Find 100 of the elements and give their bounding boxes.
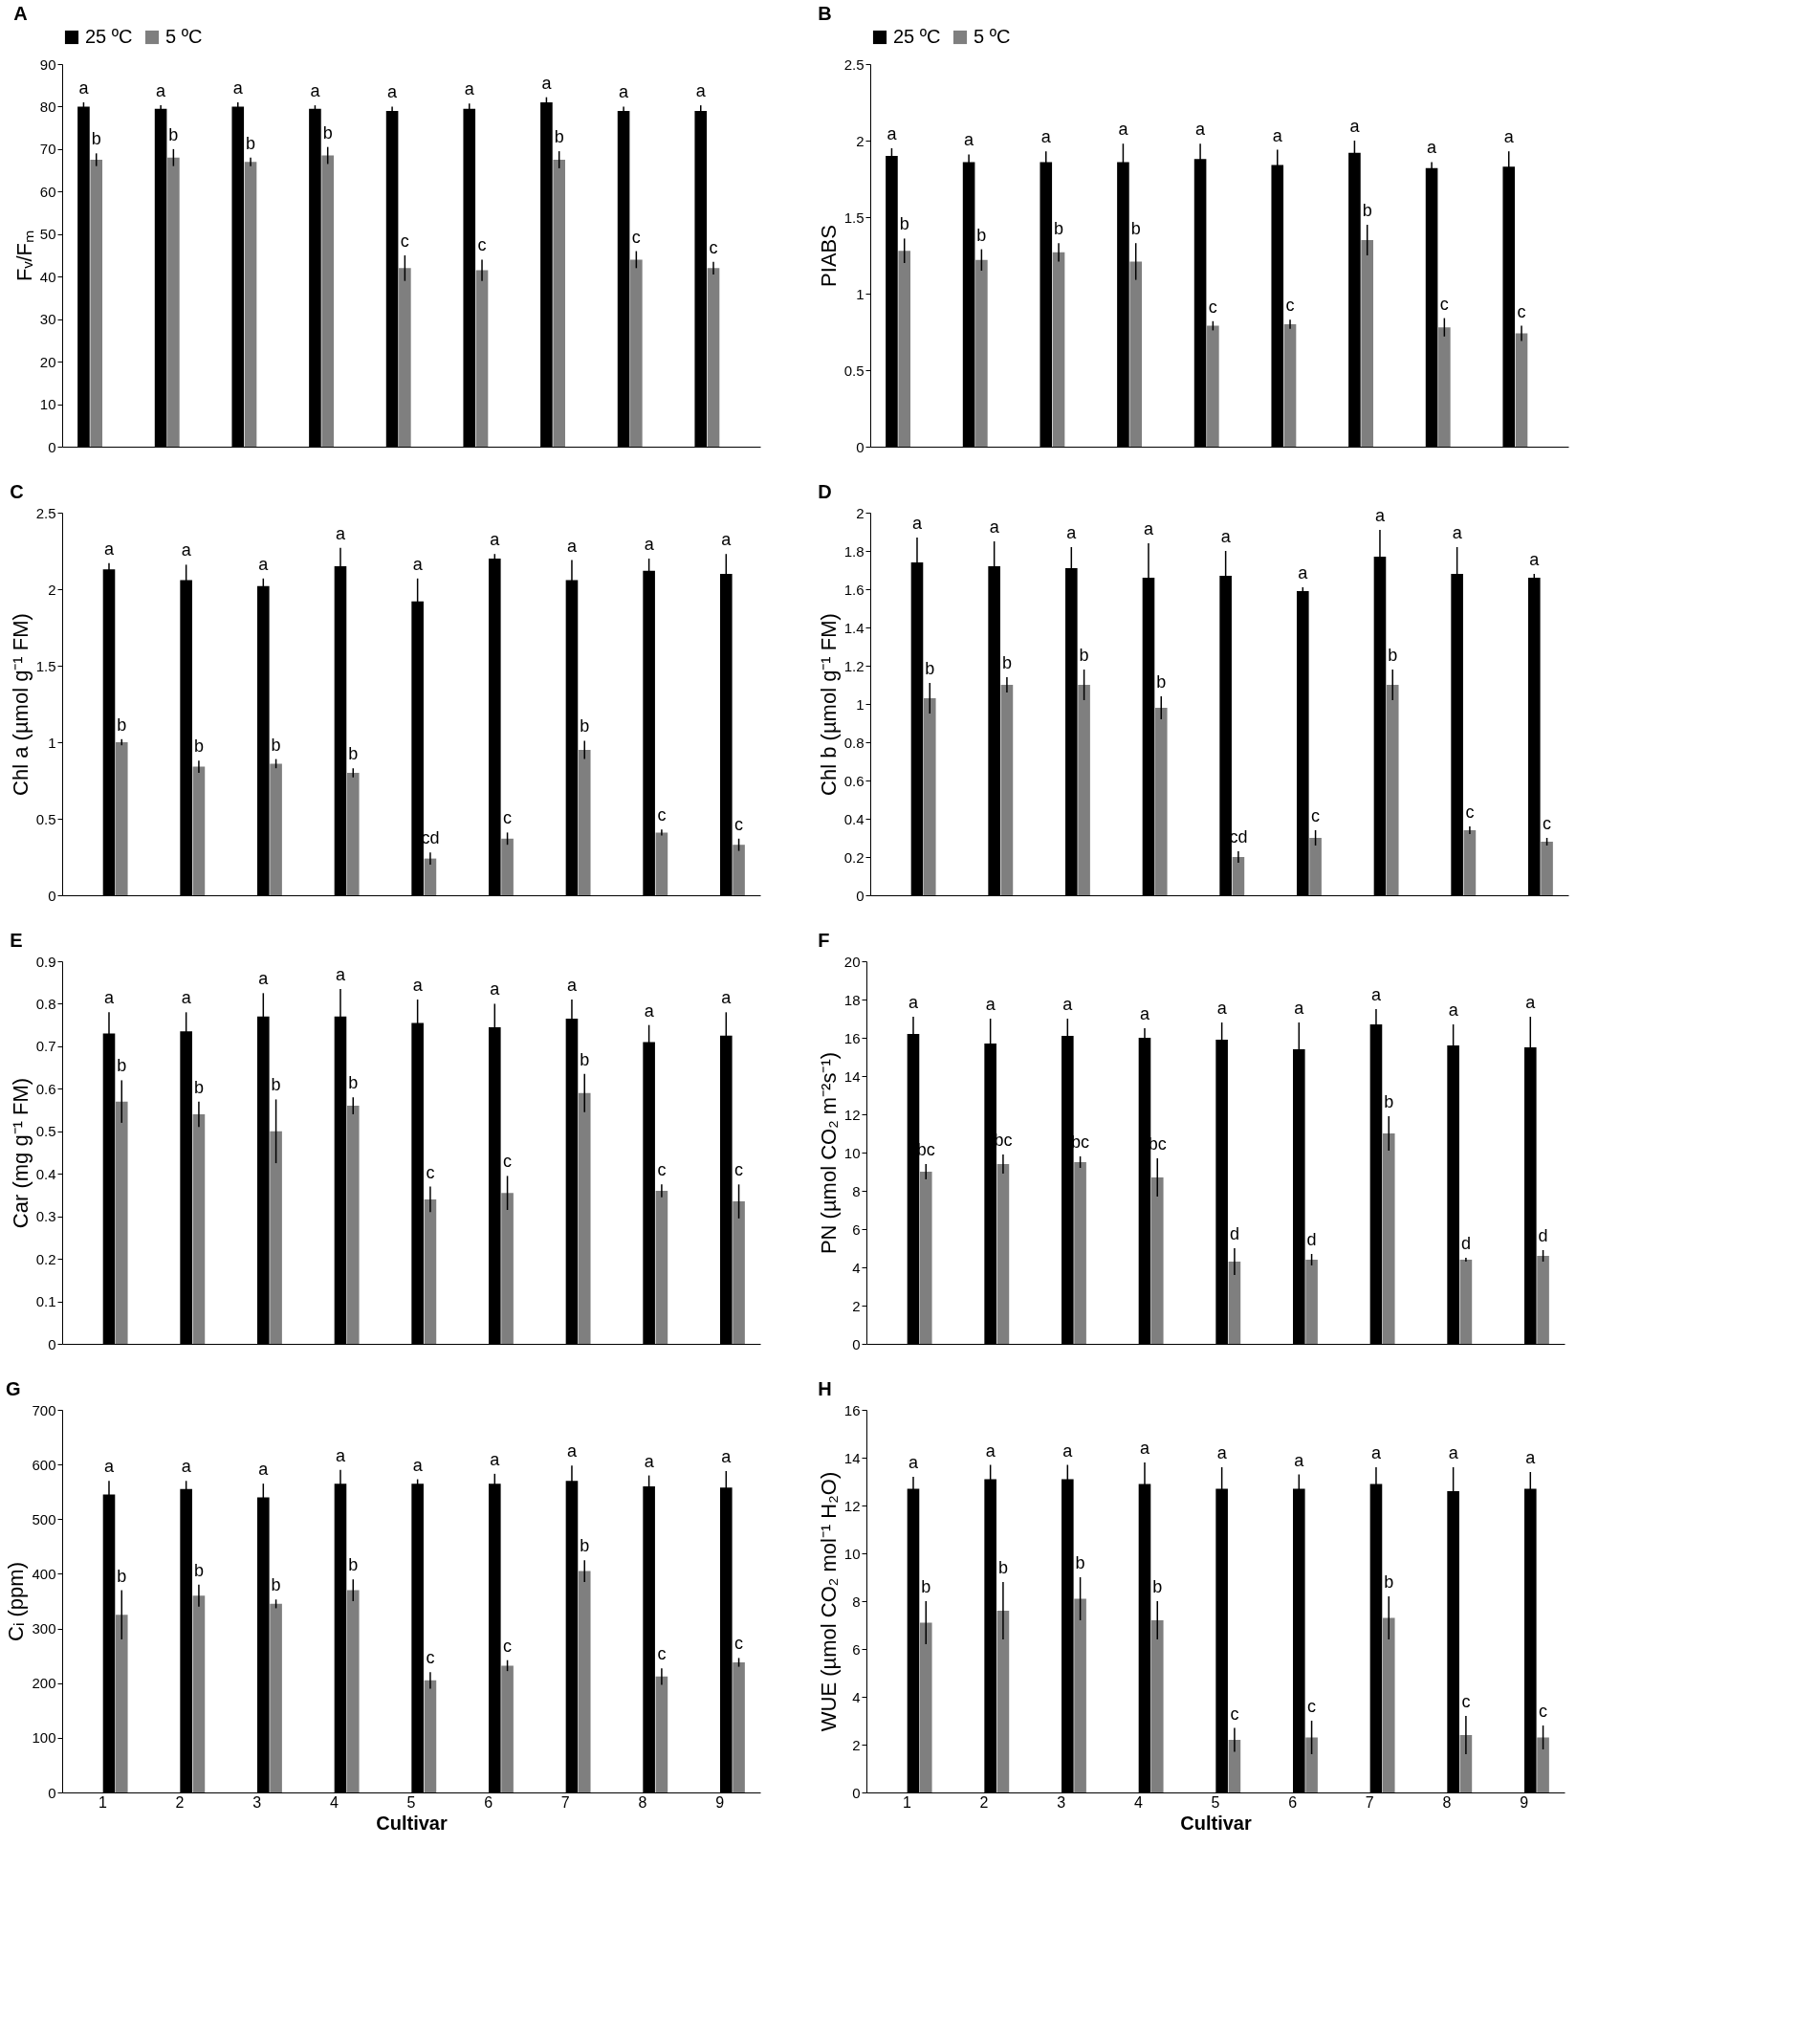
data-label: b — [580, 716, 590, 736]
y-axis-title: PN (µmol CO₂ m⁻²s⁻¹) — [816, 1051, 841, 1255]
y-tick-label: 80 — [39, 98, 56, 115]
bar — [1228, 1740, 1241, 1792]
chart-title: D — [818, 481, 832, 502]
bar — [192, 1114, 206, 1344]
data-label: b — [322, 122, 333, 143]
y-tick-label: 2 — [856, 504, 865, 521]
bar — [975, 259, 988, 447]
bar — [167, 157, 180, 447]
data-label: d — [1460, 1234, 1471, 1253]
y-tick-label: 8 — [852, 1182, 861, 1199]
y-tick-label: 100 — [32, 1729, 56, 1747]
data-label: b — [921, 1577, 931, 1596]
data-label: a — [908, 993, 919, 1012]
bar — [578, 750, 591, 895]
data-label: b — [1152, 1577, 1163, 1596]
bar — [996, 1611, 1010, 1792]
bar — [1305, 1737, 1318, 1792]
data-label: c — [1230, 1703, 1239, 1724]
bar — [1052, 252, 1065, 447]
y-tick-label: 700 — [32, 1401, 56, 1418]
y-tick-label: 18 — [843, 991, 861, 1008]
bar — [923, 698, 936, 895]
data-label: a — [1349, 117, 1361, 136]
data-label: a — [1139, 1439, 1150, 1458]
data-label: b — [976, 225, 987, 245]
data-label: a — [156, 81, 167, 101]
y-tick-label: 30 — [39, 311, 56, 328]
bar — [90, 160, 103, 447]
data-label: a — [310, 81, 321, 101]
data-label: a — [181, 540, 192, 560]
data-label: c — [1311, 806, 1321, 825]
data-label: a — [103, 988, 115, 1008]
bar — [346, 1106, 360, 1344]
data-label: b — [348, 1073, 359, 1093]
bar — [707, 268, 720, 447]
data-label: a — [1294, 999, 1305, 1018]
data-label: a — [258, 1460, 270, 1480]
y-tick-label: 6 — [852, 1640, 861, 1658]
bar — [115, 742, 128, 895]
x-tick-label: 5 — [406, 1793, 416, 1811]
data-label: d — [1306, 1230, 1317, 1249]
bar — [1129, 261, 1143, 447]
y-tick-label: 16 — [843, 1029, 861, 1046]
data-label: b — [1075, 1553, 1085, 1572]
legend-label: 25 ºC — [893, 26, 941, 47]
bar — [346, 1590, 360, 1792]
data-label: d — [1538, 1226, 1548, 1245]
data-label: c — [1517, 301, 1526, 321]
y-axis-title: PIABS — [816, 225, 841, 287]
data-label: c — [1539, 1702, 1548, 1721]
data-label: a — [490, 979, 501, 1000]
data-label: a — [103, 538, 115, 559]
data-label: a — [181, 988, 192, 1008]
bar — [424, 858, 437, 895]
y-tick-label: 70 — [39, 141, 56, 158]
data-label: c — [631, 227, 641, 247]
x-axis-title: Cultivar — [1180, 1812, 1252, 1834]
y-tick-label: 2 — [852, 1736, 861, 1753]
data-label: b — [117, 1566, 127, 1586]
x-tick-label: 7 — [560, 1793, 570, 1811]
bar — [630, 259, 643, 447]
bar — [1305, 1260, 1318, 1344]
data-label: a — [721, 988, 733, 1008]
data-label: b — [193, 1560, 204, 1580]
data-label: b — [91, 129, 101, 149]
bar — [1459, 1735, 1473, 1792]
y-tick-label: 0 — [856, 438, 865, 455]
bar — [578, 1092, 591, 1344]
x-axis-title: Cultivar — [376, 1812, 448, 1834]
data-label: b — [997, 1558, 1008, 1577]
y-tick-label: 0.9 — [35, 953, 56, 970]
data-label: b — [117, 714, 127, 735]
y-tick-label: 0 — [856, 887, 865, 904]
data-label: a — [335, 523, 346, 543]
data-label: a — [78, 78, 90, 98]
y-tick-label: 0 — [48, 438, 56, 455]
bar — [1000, 685, 1014, 895]
x-tick-label: 8 — [638, 1793, 647, 1811]
data-label: b — [925, 659, 935, 678]
bar — [424, 1198, 437, 1344]
data-label: a — [1294, 1450, 1305, 1470]
chart-title: B — [818, 3, 832, 24]
y-axis-title: Cᵢ (ppm) — [4, 1562, 29, 1641]
y-tick-label: 300 — [32, 1620, 56, 1637]
chart-title: A — [13, 3, 28, 24]
data-label: a — [1195, 120, 1207, 140]
y-tick-label: 500 — [32, 1510, 56, 1528]
data-label: c — [503, 1636, 513, 1656]
bar — [1537, 1737, 1549, 1792]
data-label: c — [657, 1644, 667, 1664]
bar — [346, 773, 360, 895]
y-tick-label: 2.5 — [35, 504, 56, 521]
bar — [1463, 830, 1477, 895]
legend-label: 5 ºC — [165, 26, 203, 47]
chart-title: C — [10, 481, 24, 502]
data-label: a — [964, 130, 975, 150]
x-tick-label: 1 — [98, 1793, 107, 1811]
data-label: b — [1388, 646, 1398, 665]
